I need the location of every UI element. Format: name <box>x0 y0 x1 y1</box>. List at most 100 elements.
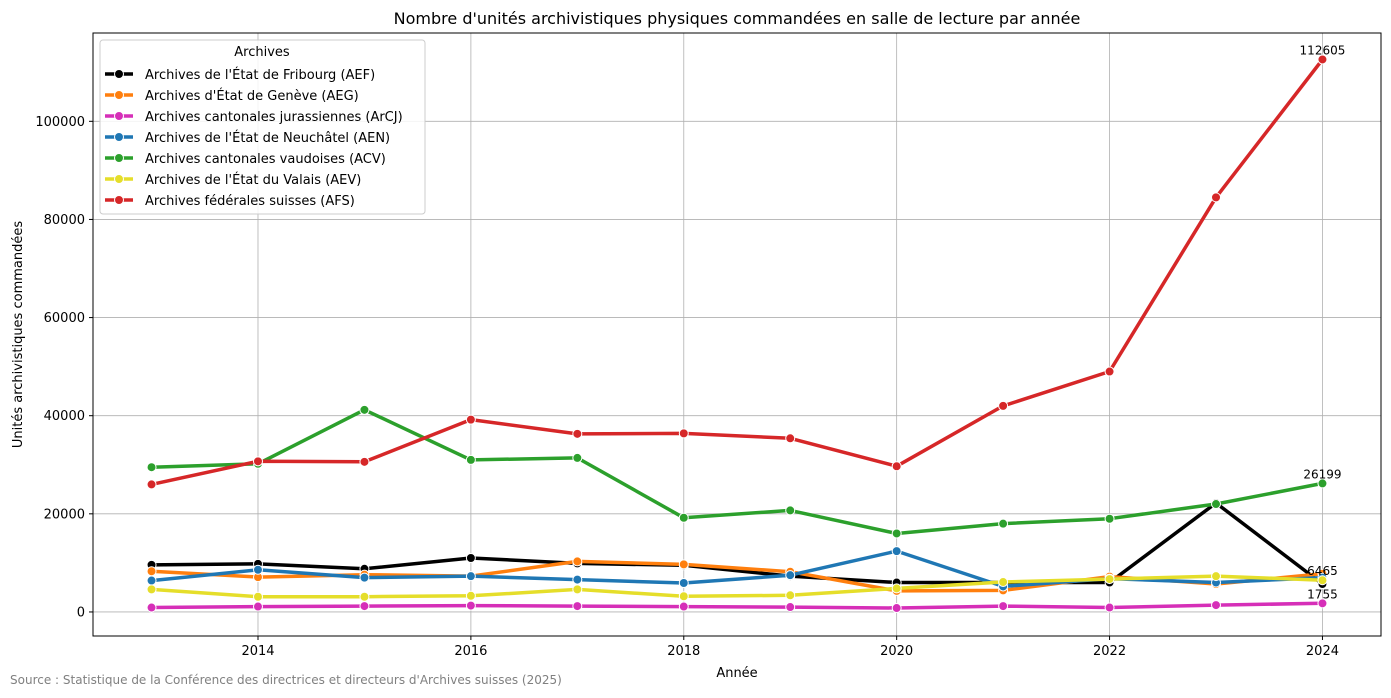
y-tick-label: 100000 <box>35 115 85 130</box>
source-note: Source : Statistique de la Conférence de… <box>10 673 562 687</box>
data-point <box>785 570 796 581</box>
series-group <box>146 571 1328 602</box>
data-point <box>572 452 583 463</box>
legend-entry: Archives de l'État de Neuchâtel (AEN) <box>145 130 390 146</box>
data-point <box>1211 499 1222 510</box>
series-group <box>146 598 1328 614</box>
data-point <box>572 574 583 585</box>
data-point <box>678 591 689 602</box>
data-label: 1755 <box>1307 587 1338 601</box>
data-point <box>359 601 370 612</box>
data-point <box>146 479 157 490</box>
legend-marker <box>114 153 124 163</box>
data-point <box>998 400 1009 411</box>
legend-marker <box>114 69 124 79</box>
legend-title: Archives <box>234 45 290 60</box>
data-point <box>252 601 263 612</box>
data-point <box>1317 598 1328 609</box>
x-tick-label: 2016 <box>454 644 487 659</box>
data-point <box>146 566 157 577</box>
x-tick-label: 2020 <box>880 644 913 659</box>
data-point <box>785 602 796 613</box>
data-point <box>678 601 689 612</box>
series-line <box>149 601 1325 610</box>
data-point <box>572 601 583 612</box>
legend-entry: Archives d'État de Genève (AEG) <box>145 88 359 104</box>
y-tick-label: 20000 <box>44 507 85 522</box>
series-line <box>149 408 1325 536</box>
legend-marker <box>114 90 124 100</box>
chart-title: Nombre d'unités archivistiques physiques… <box>394 9 1081 28</box>
data-point <box>465 590 476 601</box>
series-line <box>149 574 1325 599</box>
data-point <box>891 461 902 472</box>
legend-marker <box>114 132 124 142</box>
y-tick-label: 60000 <box>44 311 85 326</box>
legend-marker <box>114 174 124 184</box>
x-tick-label: 2018 <box>667 644 700 659</box>
data-point <box>1104 366 1115 377</box>
data-point <box>572 584 583 595</box>
data-label: 112605 <box>1300 43 1346 57</box>
legend-entry: Archives de l'État de Fribourg (AEF) <box>145 67 375 83</box>
data-point <box>1211 600 1222 611</box>
data-point <box>252 591 263 602</box>
data-point <box>146 575 157 586</box>
data-point <box>465 600 476 611</box>
y-tick-label: 40000 <box>44 409 85 424</box>
legend: Archives Archives de l'État de Fribourg … <box>99 39 426 215</box>
data-point <box>678 578 689 589</box>
data-point <box>891 546 902 557</box>
data-point <box>465 414 476 425</box>
annotations: 112605 26199 6465 1755 <box>1300 43 1346 601</box>
data-point <box>572 428 583 439</box>
data-point <box>1317 54 1328 65</box>
data-point <box>465 571 476 582</box>
legend-entry: Archives cantonales jurassiennes (ArCJ) <box>145 110 403 125</box>
series-group <box>146 54 1328 490</box>
data-point <box>1211 571 1222 582</box>
data-point <box>998 577 1009 588</box>
legend-marker <box>114 195 124 205</box>
data-point <box>1104 602 1115 613</box>
axis-ticks: 2014 2016 2018 2020 2022 2024 0 20000 40000 60000… <box>35 115 1339 659</box>
data-point <box>465 552 476 563</box>
x-tick-label: 2014 <box>241 644 274 659</box>
legend-box <box>99 39 426 215</box>
data-point <box>146 584 157 595</box>
x-tick-label: 2024 <box>1306 644 1339 659</box>
data-point <box>785 433 796 444</box>
legend-entry: Archives de l'État du Valais (AEV) <box>145 172 361 188</box>
data-label: 26199 <box>1303 467 1341 481</box>
data-point <box>359 456 370 467</box>
series-line <box>149 57 1325 487</box>
data-point <box>678 428 689 439</box>
data-point <box>359 404 370 415</box>
data-point <box>359 591 370 602</box>
data-point <box>252 564 263 575</box>
legend-marker <box>114 111 124 121</box>
data-point <box>785 590 796 601</box>
data-point <box>1211 192 1222 203</box>
data-point <box>1317 478 1328 489</box>
y-tick-label: 0 <box>77 605 85 620</box>
data-point <box>891 583 902 594</box>
data-point <box>998 518 1009 529</box>
data-point <box>998 601 1009 612</box>
series-line <box>149 501 1325 586</box>
data-point <box>572 556 583 567</box>
legend-entry: Archives fédérales suisses (AFS) <box>145 194 355 209</box>
series-layer <box>146 54 1328 614</box>
data-label: 6465 <box>1307 564 1338 578</box>
data-point <box>1317 575 1328 586</box>
data-point <box>465 454 476 465</box>
data-point <box>891 603 902 614</box>
y-axis-label: Unités archivistiques commandées <box>11 221 26 448</box>
data-point <box>1104 513 1115 524</box>
legend-entry: Archives cantonales vaudoises (ACV) <box>145 152 386 167</box>
data-point <box>146 462 157 473</box>
data-point <box>252 456 263 467</box>
data-point <box>678 559 689 570</box>
y-tick-label: 80000 <box>44 213 85 228</box>
